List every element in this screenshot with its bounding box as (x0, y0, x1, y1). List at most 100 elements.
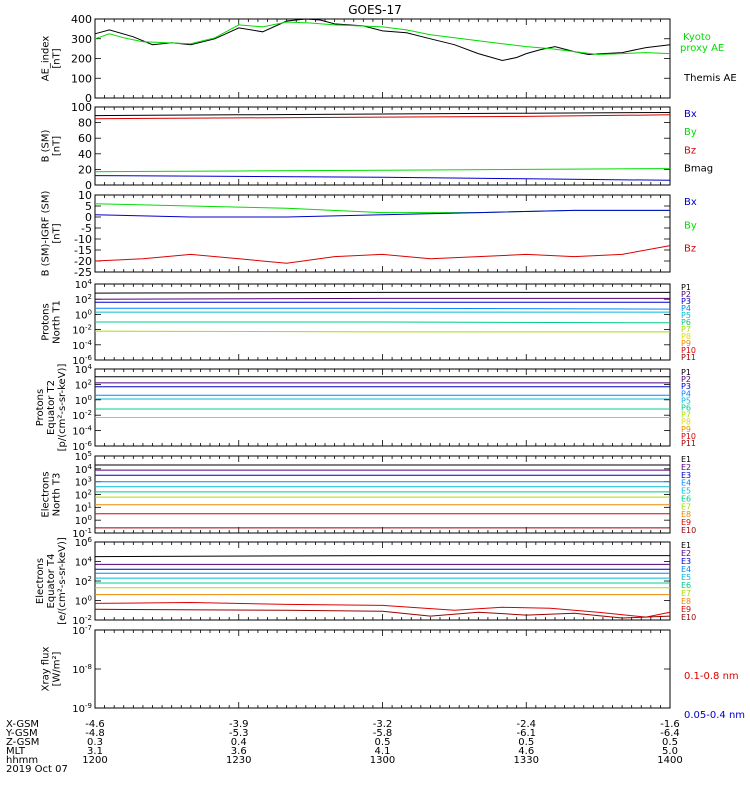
ephemeris-value: -6.1 (516, 728, 536, 739)
y-tick-label: -15 (74, 244, 92, 257)
series-bmag (94, 112, 671, 117)
y-tick-label: 20 (78, 163, 92, 176)
y-tick-label: 10-4 (72, 425, 92, 438)
legend-entry: P9 (681, 339, 691, 348)
legend-entry: E5 (681, 487, 691, 496)
ephemeris-row-label: MLT (6, 746, 26, 757)
y-tick-label: 10-2 (72, 409, 92, 422)
y-tick-label: 200 (71, 53, 92, 66)
series-bx (94, 175, 671, 181)
ephemeris-value: -1.6 (660, 719, 680, 730)
y-tick-label: 10-9 (72, 702, 92, 715)
legend-entry: E10 (681, 613, 696, 622)
legend-entry: E2 (681, 549, 691, 558)
ephemeris-value: 4.1 (375, 746, 391, 757)
y-tick-label: 103 (75, 476, 92, 489)
ephemeris-row-label: hhmm (6, 755, 38, 766)
legend-entry: P7 (681, 411, 691, 420)
legend-entry: P3 (681, 297, 691, 306)
legend-entry: Bz (684, 244, 696, 255)
ephemeris-row-label: Z-GSM (6, 737, 39, 748)
ephemeris-value: 4.6 (518, 746, 534, 757)
y-tick-label: 0 (85, 179, 92, 192)
ephemeris-value: 3.1 (87, 746, 103, 757)
y-axis-label: [nT] (52, 48, 63, 68)
legend-entry: E6 (681, 494, 691, 503)
series-p1 (94, 291, 670, 294)
legend-entry: P7 (681, 325, 691, 334)
legend-entry: E9 (681, 605, 691, 614)
legend-entry: P6 (681, 318, 691, 327)
series-e10 (94, 608, 671, 619)
ephemeris-row-label: 2019 Oct 07 (6, 764, 68, 775)
y-tick-label: 0 (85, 92, 92, 105)
ephemeris-value: 0.5 (662, 737, 678, 748)
ephemeris-value: -3.2 (373, 719, 393, 730)
legend-entry: E4 (681, 479, 691, 488)
y-tick-label: 101 (75, 501, 92, 514)
legend-entry: P10 (681, 432, 696, 441)
ephemeris-value: -5.8 (373, 728, 393, 739)
series-kyoto-proxy-ae (94, 21, 671, 56)
legend-entry: E7 (681, 589, 691, 598)
ephemeris-value: -3.9 (229, 719, 249, 730)
legend-entry: P3 (681, 382, 691, 391)
legend-entry: Themis AE (683, 73, 737, 84)
y-tick-label: 104 (75, 556, 93, 569)
y-axis-label: Equator T2 (46, 380, 57, 435)
y-tick-label: 102 (75, 293, 92, 306)
y-tick-label: 40 (78, 148, 92, 161)
ephemeris-value: 1330 (514, 755, 539, 766)
y-tick-label: 100 (75, 394, 92, 407)
panel-xray: 10-7 10-8 10-9 Xray flux [W/m²] 0.1-0.8 nm 0.0… (41, 624, 746, 721)
ephemeris-value: 0.4 (231, 737, 247, 748)
panel-frame (94, 194, 671, 273)
legend-entry: P4 (681, 304, 691, 313)
legend-entry: 0.1-0.8 nm (684, 671, 739, 682)
series-by (94, 203, 670, 214)
y-tick-label: 10-8 (72, 663, 92, 676)
legend-entry: P4 (681, 389, 691, 398)
series-p6 (95, 321, 671, 324)
y-axis-label: [W/m²] (52, 651, 63, 686)
y-tick-label: 10-4 (72, 339, 92, 352)
legend-entry: E7 (681, 502, 691, 511)
legend-entry: proxy AE (680, 43, 724, 54)
y-tick-label: -10 (74, 233, 92, 246)
y-tick-label: 10-1 (72, 527, 92, 540)
series-p2 (94, 297, 670, 300)
panel-p_equator: 104 102 100 10-2 10-4 10-6 Protons Equator T2 [p… (35, 363, 696, 453)
legend-entry: Bz (684, 145, 696, 156)
legend-entry: E1 (681, 541, 691, 550)
panel-e_equator: 106 104 102 100 10-2 Electrons Equator T4 [e/(c… (35, 536, 696, 627)
legend-entry: Bx (684, 109, 697, 120)
legend-entry: Bmag (684, 163, 713, 174)
y-tick-label: 104 (75, 278, 93, 291)
series-by (94, 168, 671, 173)
y-axis-label: North T1 (52, 300, 63, 344)
panel-p_north: 104 102 100 10-2 10-4 10-6 Protons North T1 P1P2… (41, 278, 697, 367)
legend-entry: P2 (681, 375, 691, 384)
y-tick-label: 10-6 (72, 354, 92, 367)
y-axis-label: AE_index (41, 36, 52, 82)
y-axis-label: B (SM)-IGRF (SM) (41, 191, 52, 277)
legend-entry: E2 (681, 463, 691, 472)
panel-frame (94, 455, 671, 534)
ephemeris-value: -2.4 (516, 719, 536, 730)
series-p4 (95, 307, 671, 310)
legend-entry: E9 (681, 518, 691, 527)
y-tick-label: 104 (75, 363, 93, 376)
ephemeris-value: -5.3 (229, 728, 249, 739)
y-axis-label: [e/(cm²-s-sr-keV)] (57, 537, 68, 625)
legend-entry: E6 (681, 581, 691, 590)
y-tick-label: -20 (74, 255, 92, 268)
y-tick-label: 100 (71, 101, 92, 114)
y-tick-label: 102 (75, 378, 92, 391)
y-tick-label: 10-6 (72, 440, 92, 453)
legend-entry: By (684, 127, 697, 138)
y-axis-label: Equator T4 (46, 554, 57, 609)
y-tick-label: 100 (71, 72, 92, 85)
legend-entry: E10 (681, 526, 696, 535)
